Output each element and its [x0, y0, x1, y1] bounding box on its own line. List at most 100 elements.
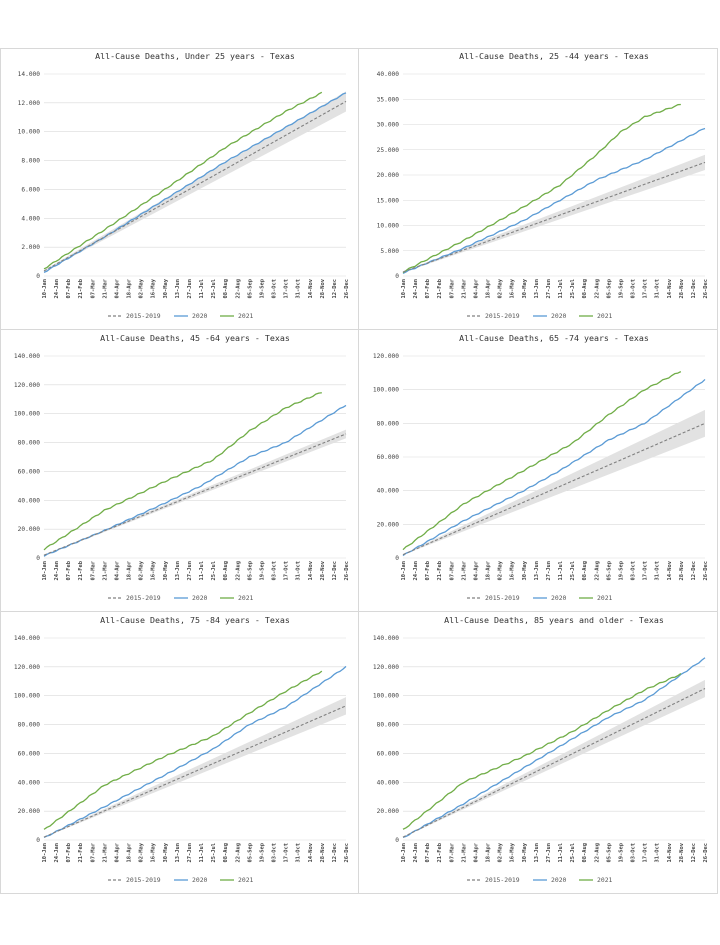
- x-tick-label: 27-Jun: [187, 843, 193, 862]
- x-tick-label: 28-Nov: [679, 278, 685, 298]
- x-tick-label: 14-Nov: [308, 842, 314, 862]
- legend-label: 2021: [238, 594, 254, 602]
- line-chart: All-Cause Deaths, 75 -84 years - Texas02…: [14, 615, 350, 884]
- x-tick-label: 03-Oct: [631, 279, 637, 298]
- x-tick-label: 21-Mar: [461, 278, 467, 298]
- chart-panel: All-Cause Deaths, 45 -64 years - Texas 0 2…: [0, 330, 359, 612]
- y-tick-label: 40.000: [18, 497, 41, 504]
- legend-label: 2020: [551, 594, 567, 602]
- series-line-2021: [43, 392, 322, 551]
- y-tick-label: 20.000: [377, 808, 400, 815]
- x-tick-label: 30-May: [163, 278, 169, 298]
- legend-label: 2015-2019: [126, 594, 161, 602]
- series-line-2020: [43, 404, 347, 557]
- series-line-2015-2019: [402, 161, 706, 273]
- x-tick-label: 30-May: [163, 560, 169, 580]
- legend-label: 2015-2019: [126, 312, 161, 320]
- y-tick-label: 40.000: [377, 779, 400, 786]
- x-tick-label: 27-Jun: [546, 279, 552, 298]
- y-tick-label: 6.000: [21, 186, 40, 193]
- y-tick-label: 14.000: [18, 71, 41, 78]
- series-line-2015-2019: [43, 433, 347, 556]
- x-tick-label: 24-Jan: [54, 843, 60, 862]
- x-tick-label: 24-Jan: [54, 561, 60, 580]
- chart-panel: All-Cause Deaths, 75 -84 years - Texas 0 2…: [0, 612, 359, 894]
- x-tick-label: 04-Apr: [114, 842, 120, 862]
- x-tick-label: 25-Jul: [570, 843, 576, 862]
- y-tick-label: 8.000: [21, 158, 40, 165]
- y-tick-label: 140.000: [14, 353, 40, 360]
- x-tick-label: 07-Mar: [449, 560, 455, 580]
- line-chart: All-Cause Deaths, 85 years and older - T…: [373, 615, 709, 884]
- x-tick-label: 30-May: [163, 842, 169, 862]
- y-tick-label: 0: [36, 273, 40, 280]
- x-tick-label: 04-Apr: [114, 560, 120, 580]
- x-tick-label: 05-Sep: [247, 842, 253, 862]
- x-tick-label: 08-Aug: [223, 561, 229, 580]
- x-tick-label: 07-Feb: [66, 278, 72, 298]
- x-tick-label: 27-Jun: [546, 843, 552, 862]
- y-tick-label: 60.000: [377, 454, 400, 461]
- x-tick-label: 10-Jan: [42, 843, 48, 862]
- x-tick-label: 14-Nov: [667, 842, 673, 862]
- legend-label: 2015-2019: [485, 312, 520, 320]
- x-tick-label: 02-May: [498, 842, 504, 862]
- series-line-2015-2019: [402, 688, 706, 838]
- x-tick-label: 27-Jun: [187, 561, 193, 580]
- y-tick-label: 120.000: [373, 664, 399, 671]
- x-tick-label: 12-Dec: [332, 843, 338, 862]
- y-tick-label: 120.000: [373, 353, 399, 360]
- y-tick-label: 60.000: [18, 750, 41, 757]
- x-tick-label: 03-Oct: [272, 279, 278, 298]
- chart-title: All-Cause Deaths, Under 25 years - Texas: [95, 51, 295, 61]
- x-tick-label: 08-Aug: [223, 843, 229, 862]
- x-tick-label: 08-Aug: [582, 843, 588, 862]
- x-tick-label: 14-Nov: [308, 560, 314, 580]
- y-tick-label: 15.000: [377, 197, 400, 204]
- y-tick-label: 0: [395, 837, 399, 844]
- series-line-2021: [402, 103, 681, 274]
- x-tick-label: 21-Mar: [102, 278, 108, 298]
- y-tick-label: 20.000: [377, 521, 400, 528]
- x-tick-label: 07-Mar: [90, 278, 96, 298]
- x-tick-label: 14-Nov: [667, 278, 673, 298]
- y-tick-label: 120.000: [14, 664, 40, 671]
- x-tick-label: 16-May: [151, 278, 157, 298]
- y-tick-label: 60.000: [18, 468, 41, 475]
- y-tick-label: 2.000: [21, 244, 40, 251]
- x-tick-label: 17-Oct: [284, 279, 290, 298]
- chart-title: All-Cause Deaths, 85 years and older - T…: [444, 615, 664, 625]
- x-tick-label: 19-Sep: [618, 278, 624, 298]
- x-tick-label: 26-Dec: [703, 843, 709, 862]
- baseline-range-band: [44, 697, 346, 838]
- x-tick-label: 18-Apr: [127, 278, 133, 298]
- x-tick-label: 12-Dec: [691, 279, 697, 298]
- legend-label: 2021: [597, 876, 613, 884]
- x-tick-label: 26-Dec: [703, 561, 709, 580]
- x-tick-label: 21-Mar: [461, 560, 467, 580]
- x-tick-label: 10-Jan: [401, 279, 407, 298]
- x-tick-label: 27-Jun: [546, 561, 552, 580]
- x-tick-label: 02-May: [498, 278, 504, 298]
- x-tick-label: 24-Jan: [54, 279, 60, 298]
- y-tick-label: 100.000: [373, 387, 399, 394]
- line-chart: All-Cause Deaths, 25 -44 years - Texas05…: [377, 51, 709, 320]
- series-line-2021: [402, 371, 682, 551]
- x-tick-label: 03-Oct: [272, 561, 278, 580]
- legend-label: 2020: [551, 876, 567, 884]
- x-tick-label: 19-Sep: [259, 278, 265, 298]
- series-line-2015-2019: [43, 100, 347, 272]
- y-tick-label: 5.000: [380, 248, 399, 255]
- x-tick-label: 28-Nov: [679, 560, 685, 580]
- baseline-range-band: [403, 154, 705, 273]
- x-tick-label: 18-Apr: [127, 842, 133, 862]
- x-tick-label: 04-Apr: [473, 560, 479, 580]
- x-tick-label: 26-Dec: [703, 279, 709, 298]
- x-tick-label: 04-Apr: [114, 278, 120, 298]
- line-chart: All-Cause Deaths, 45 -64 years - Texas02…: [14, 333, 350, 602]
- x-tick-label: 26-Dec: [344, 843, 350, 862]
- x-tick-label: 07-Mar: [90, 560, 96, 580]
- x-tick-label: 02-May: [498, 560, 504, 580]
- baseline-range-band: [403, 409, 705, 555]
- x-tick-label: 25-Jul: [570, 561, 576, 580]
